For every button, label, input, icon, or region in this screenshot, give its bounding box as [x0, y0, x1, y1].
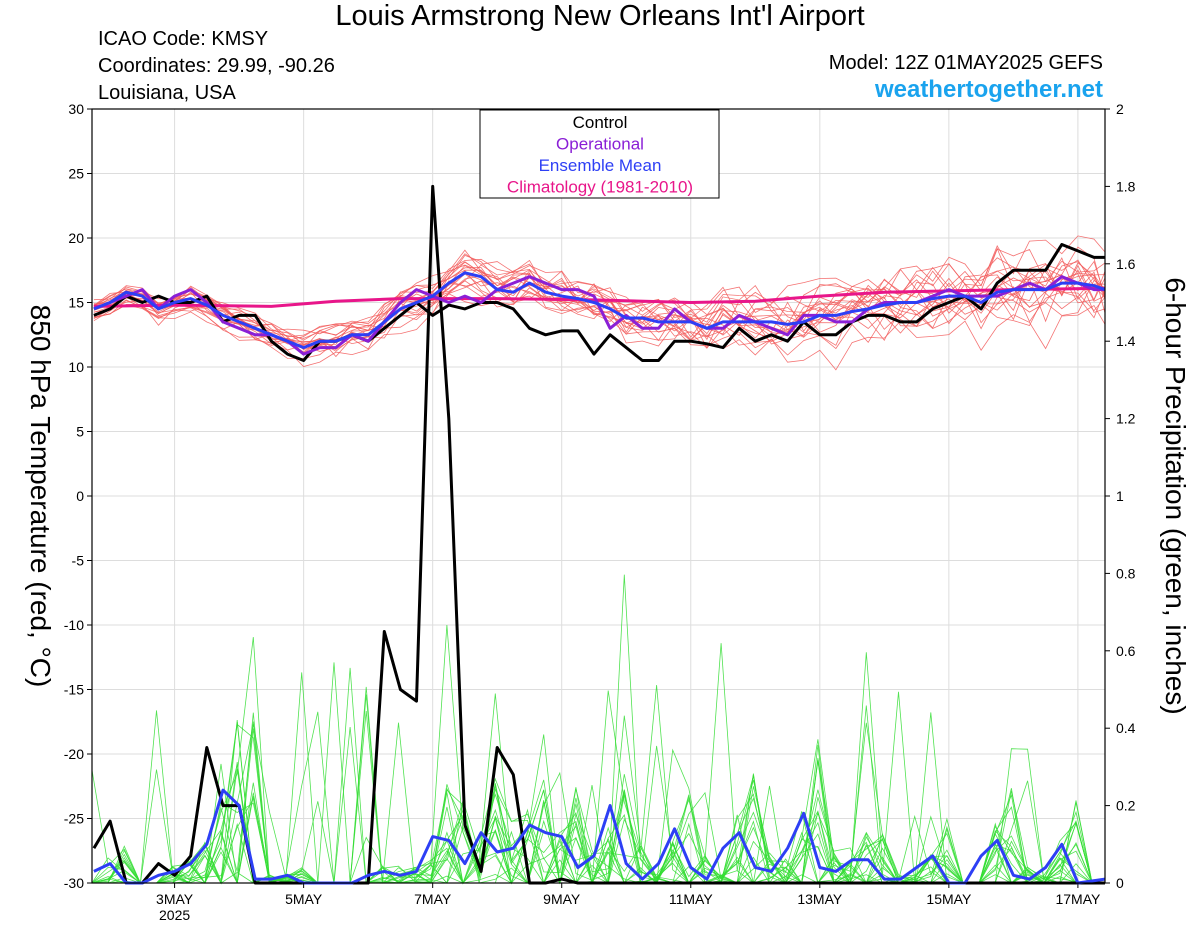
temperature-climatology-1981-2010--line	[93, 286, 1106, 308]
icao-code: ICAO Code: KMSY	[98, 28, 269, 50]
y2-tick-label: 0.8	[1116, 565, 1136, 581]
temperature-member-line	[93, 254, 1106, 341]
legend: Control Operational Ensemble Mean Climatolo…	[479, 109, 720, 199]
y-tick-label: 10	[68, 359, 84, 375]
x-tick-label: 17MAY	[1055, 891, 1101, 907]
y2-tick-label: 0.6	[1116, 643, 1136, 659]
legend-entry: Climatology (1981-2010)	[507, 178, 693, 197]
y-tick-label: -15	[64, 682, 84, 698]
y-tick-label: 25	[68, 166, 84, 182]
x-tick-label: 7MAY	[414, 891, 452, 907]
x-tick-sublabel: 2025	[159, 907, 190, 923]
y-tick-label: 0	[76, 488, 84, 504]
y-axis-label: 850 hPa Temperature (red, °C)	[25, 305, 56, 688]
y-tick-label: -30	[64, 875, 84, 891]
precip-member-line	[91, 643, 1093, 885]
y-tick-label: -10	[64, 617, 84, 633]
y2-tick-label: 1	[1116, 488, 1124, 504]
coordinates: Coordinates: 29.99, -90.26	[98, 55, 335, 77]
temperature-ensemble-mean-line	[93, 271, 1106, 350]
y2-tick-label: 2	[1116, 101, 1124, 117]
y-tick-label: 15	[68, 295, 84, 311]
temperature-operational-line	[93, 275, 1105, 356]
y2-tick-label: 0.4	[1116, 720, 1136, 736]
y-tick-label: -20	[64, 746, 84, 762]
y2-tick-label: 1.6	[1116, 256, 1136, 272]
x-tick-label: 9MAY	[543, 891, 581, 907]
precip-member-line	[91, 722, 1093, 885]
axes: 302520151050-5-10-15-20-25-3021.81.61.41…	[64, 101, 1136, 923]
y2-tick-label: 1.4	[1116, 333, 1136, 349]
y-tick-label: 5	[76, 424, 84, 440]
x-tick-label: 3MAY	[156, 891, 194, 907]
legend-entry: Control	[573, 113, 628, 132]
y2-tick-label: 1.2	[1116, 411, 1136, 427]
model-run: Model: 12Z 01MAY2025 GEFS	[828, 52, 1103, 74]
temperature-control-line	[93, 243, 1105, 362]
x-tick-label: 13MAY	[797, 891, 843, 907]
location: Louisiana, USA	[98, 82, 236, 104]
x-tick-label: 11MAY	[669, 891, 713, 907]
precip-ensemble-mean-line	[93, 788, 1106, 885]
y-tick-label: 30	[68, 101, 84, 117]
y-tick-label: -25	[64, 811, 84, 827]
x-tick-label: 15MAY	[926, 891, 972, 907]
y2-tick-label: 0	[1116, 875, 1124, 891]
temperature-member-line	[93, 271, 1106, 367]
y2-tick-label: 1.8	[1116, 178, 1136, 194]
legend-box	[479, 109, 720, 199]
y2-axis-label: 6-hour Precipitation (green, inches)	[1160, 277, 1191, 714]
ensemble-members	[91, 235, 1106, 885]
y-tick-label: 20	[68, 230, 84, 246]
chart-title: Louis Armstrong New Orleans Int'l Airpor…	[335, 0, 865, 32]
legend-entry: Operational	[556, 135, 644, 154]
y2-tick-label: 0.2	[1116, 798, 1136, 814]
site-link[interactable]: weathertogether.net	[874, 76, 1103, 103]
legend-entry: Ensemble Mean	[539, 156, 662, 175]
x-tick-label: 5MAY	[285, 891, 323, 907]
grid	[92, 109, 1105, 883]
temperature-member-line	[93, 246, 1106, 338]
y-tick-label: -5	[72, 553, 85, 569]
precip-member-line	[91, 624, 1093, 884]
